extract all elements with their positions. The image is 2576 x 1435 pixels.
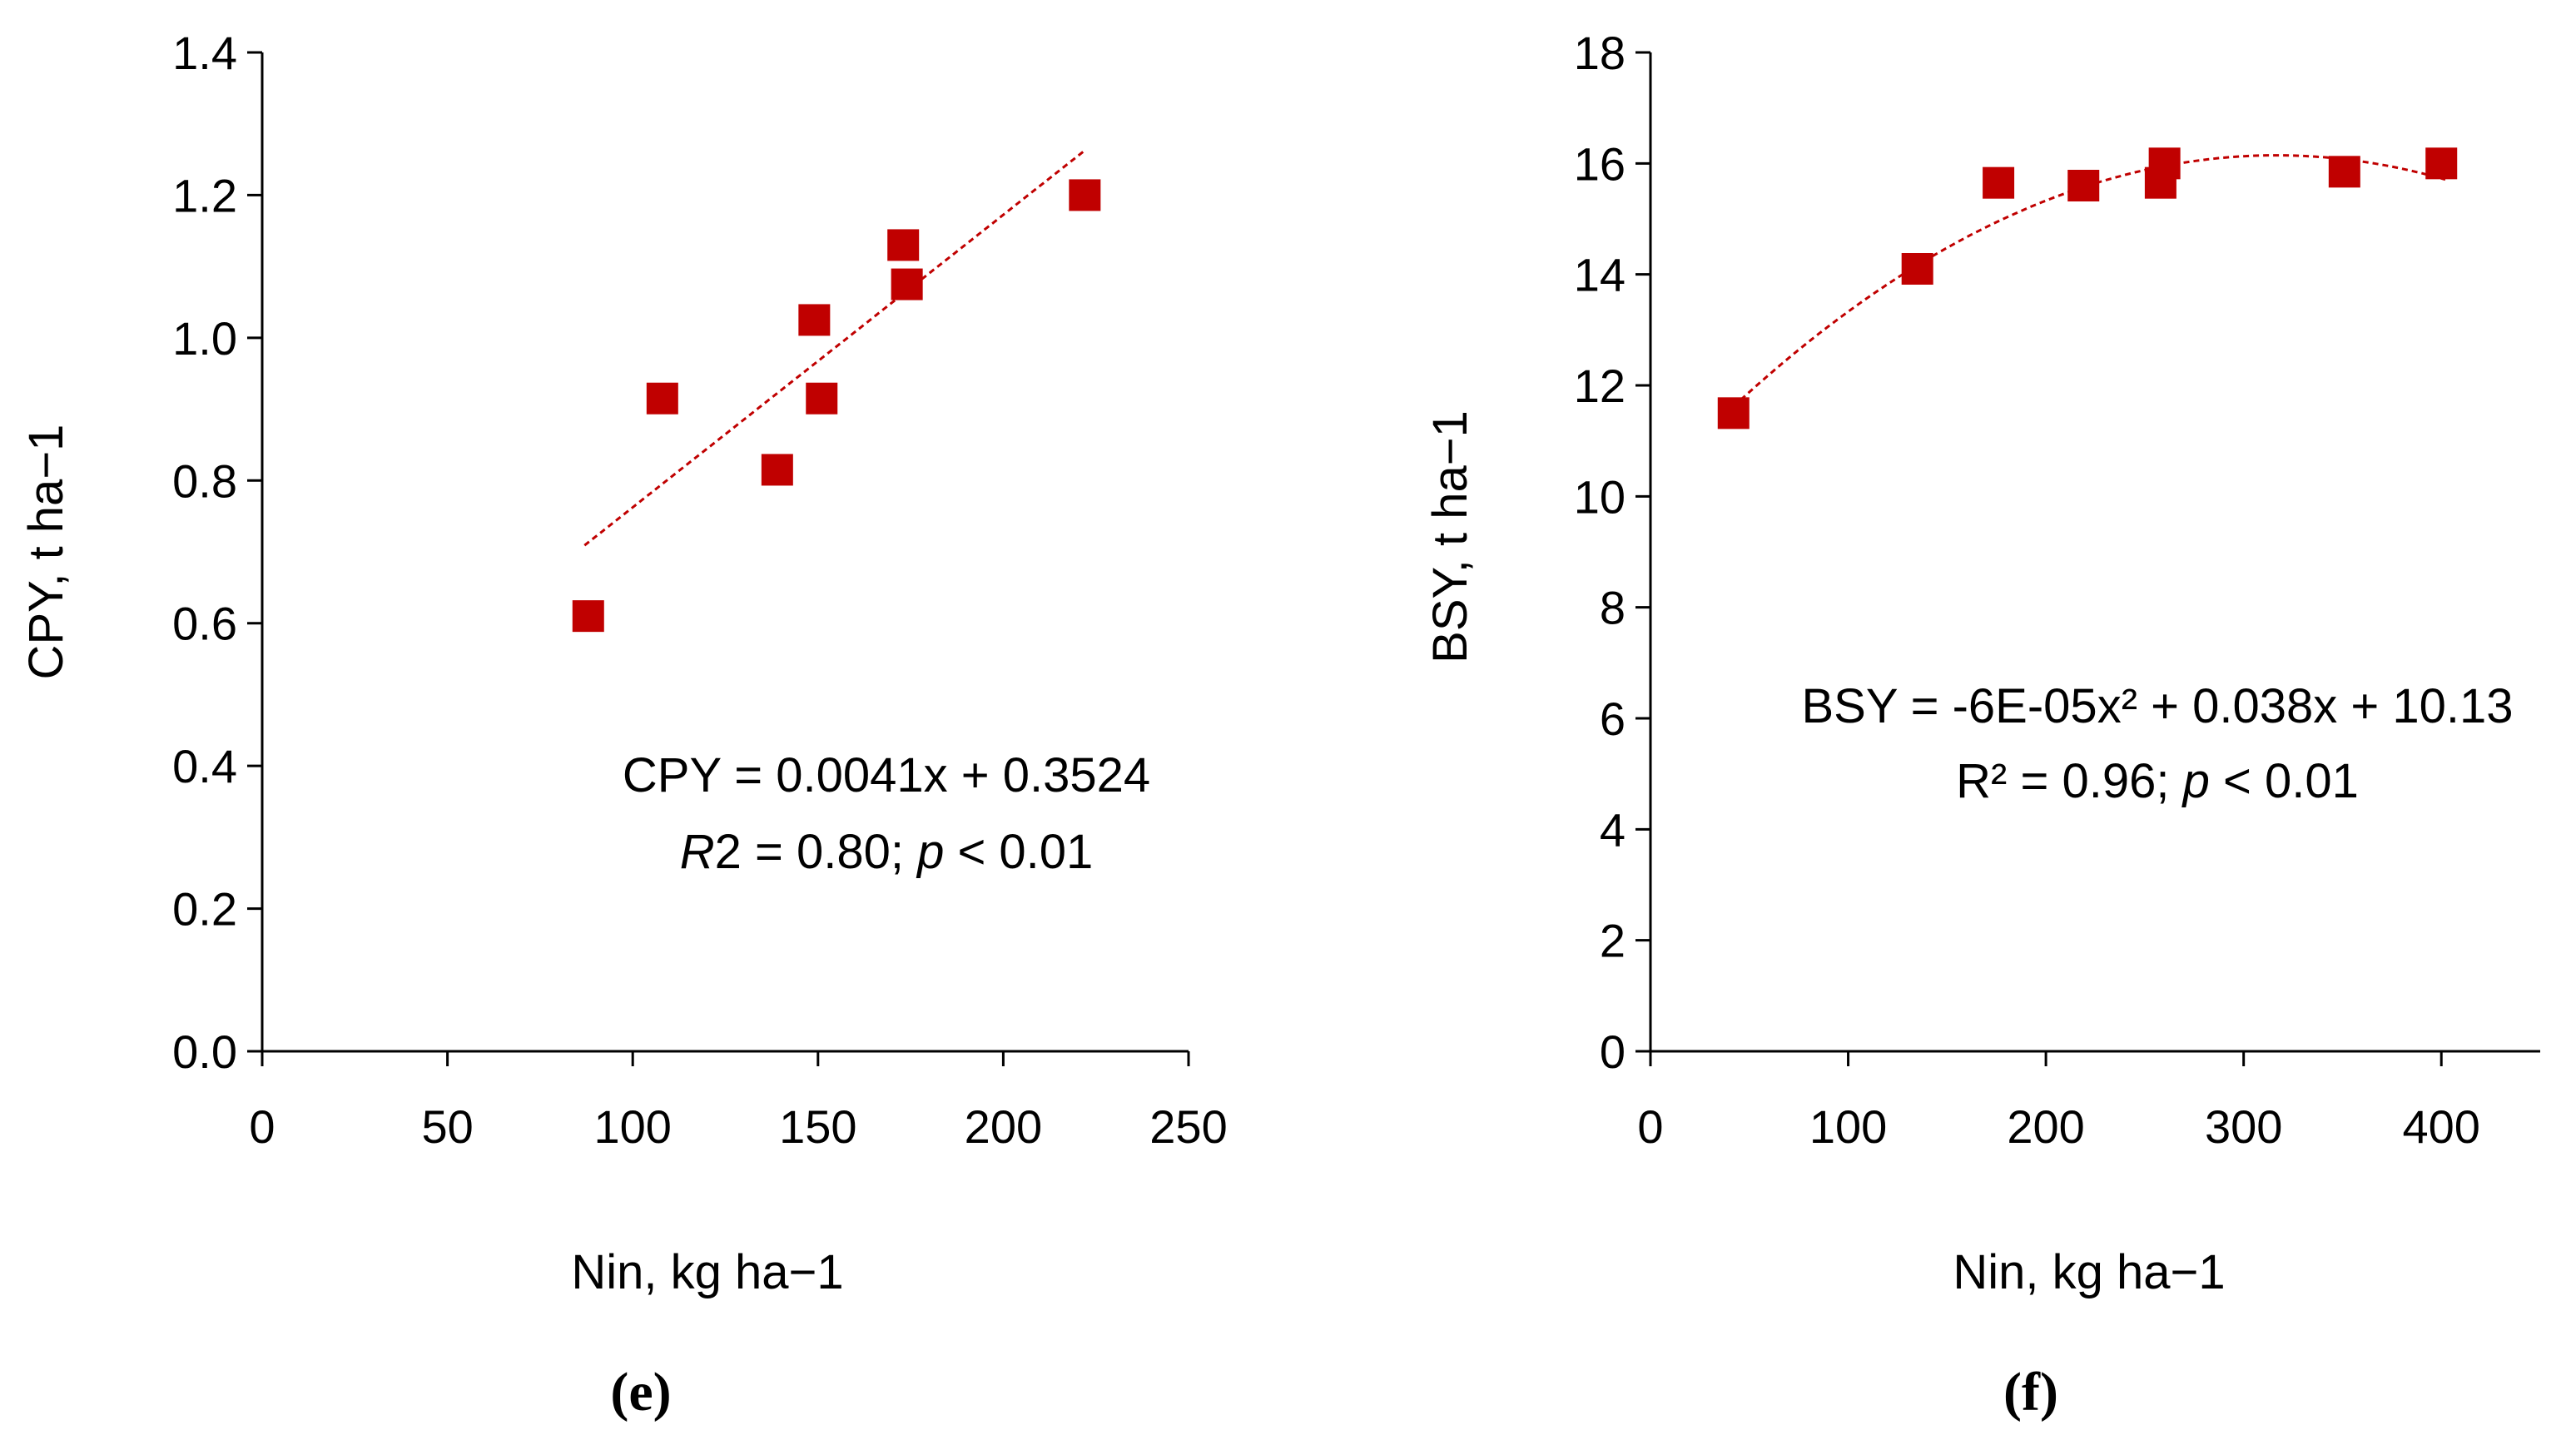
chart-e-point <box>891 268 923 300</box>
chart-e-ytick-label: 1.0 <box>172 312 237 365</box>
chart-f-markers <box>1717 147 2458 430</box>
chart-e-ytick-label: 1.2 <box>172 169 237 221</box>
chart-e-xtick-label: 200 <box>965 1100 1042 1153</box>
chart-e-point <box>761 454 793 486</box>
chart-e-xtick-label: 150 <box>779 1100 856 1153</box>
chart-e-point <box>798 304 831 336</box>
chart-f-point <box>2328 156 2360 188</box>
chart-e-xtick-label: 50 <box>421 1100 473 1153</box>
chart-e-point <box>572 600 604 633</box>
chart-f-panel-label: (f) <box>2003 1362 2058 1423</box>
chart-e-plot: 0.0 0.2 0.4 0.6 0.8 1.0 1.2 1.4 0 50 100 150 200 250 <box>172 27 1228 1153</box>
chart-f-ytick-label: 18 <box>1574 27 1626 79</box>
chart-e-point <box>1069 179 1101 211</box>
chart-e-ytick-label: 0.2 <box>172 883 237 936</box>
chart-e-trendline <box>583 149 1086 547</box>
chart-e-ticks <box>247 51 1190 1066</box>
chart-f-ticks <box>1635 51 2443 1066</box>
chart-e-point <box>646 382 678 415</box>
chart-e-xtick-label: 100 <box>593 1100 671 1153</box>
chart-f-ytick-label: 4 <box>1600 803 1626 856</box>
chart-e-r2-value: = 0.80; <box>742 825 917 879</box>
chart-e-point <box>887 229 920 261</box>
chart-f-xtick-label: 200 <box>2007 1100 2084 1153</box>
chart-f-ytick-label: 10 <box>1574 470 1626 523</box>
chart-f-p-value: < 0.01 <box>2210 754 2359 808</box>
chart-f: 0 2 4 6 8 10 12 14 16 18 0 100 200 300 400 BSY, t ha−1… <box>1423 27 2540 1423</box>
chart-f-point <box>1983 166 2015 199</box>
chart-e-p-symbol: p <box>916 825 944 879</box>
chart-f-xtick-label: 0 <box>1637 1100 1663 1153</box>
chart-e-r2-symbol: R <box>680 825 715 879</box>
chart-f-ytick-label: 8 <box>1600 582 1626 634</box>
chart-e-panel-label: (e) <box>610 1362 671 1423</box>
chart-f-xlabel: Nin, kg ha−1 <box>1953 1245 2225 1299</box>
chart-f-ytick-label: 0 <box>1600 1025 1626 1078</box>
chart-e-xlabel: Nin, kg ha−1 <box>571 1245 843 1299</box>
chart-f-xtick-label: 300 <box>2205 1100 2282 1153</box>
chart-e-ytick-label: 0.8 <box>172 454 237 507</box>
chart-f-xtick-label: 100 <box>1809 1100 1887 1153</box>
chart-e-ytick-label: 0.6 <box>172 598 237 650</box>
chart-f-point <box>1901 253 1933 285</box>
chart-f-ytick-label: 14 <box>1574 249 1626 301</box>
chart-f-r2-symbol: R² <box>1956 754 2007 808</box>
chart-e: 0.00.20.40.60.81.01.21.40 50 100 150 200 250 … <box>19 27 1228 1423</box>
chart-e-r2-sup: 2 <box>715 825 742 879</box>
chart-e-equation: CPY = 0.0041x + 0.3524 <box>623 748 1150 802</box>
chart-e-ytick-label: 0.0 <box>172 1025 237 1078</box>
chart-f-ytick-label: 12 <box>1574 360 1626 412</box>
chart-f-equation: BSY = -6E-05x² + 0.038x + 10.13 <box>1802 679 2514 733</box>
chart-f-ytick-label: 6 <box>1600 693 1626 745</box>
chart-f-r2-line: R² = 0.96; p < 0.01 <box>1956 754 2359 808</box>
chart-f-ytick-label: 16 <box>1574 137 1626 190</box>
chart-e-xtick-label: 250 <box>1149 1100 1227 1153</box>
chart-f-ylabel: BSY, t ha−1 <box>1423 410 1477 663</box>
chart-e-tick-labels: 0.0 0.2 0.4 0.6 0.8 1.0 1.2 1.4 0 50 100 150 200 250 <box>172 27 1228 1153</box>
chart-f-r2-value: = 0.96; <box>2007 754 2182 808</box>
chart-f-xtick-label: 400 <box>2403 1100 2480 1153</box>
chart-e-ytick-label: 1.4 <box>172 27 237 79</box>
chart-e-ytick-label: 0.4 <box>172 740 237 792</box>
chart-f-point <box>2148 147 2181 180</box>
chart-f-plot: 0 2 4 6 8 10 12 14 16 18 0 100 200 300 400 <box>1574 27 2540 1153</box>
chart-f-point <box>1717 397 1750 430</box>
chart-e-point <box>806 382 838 415</box>
chart-e-p-value: < 0.01 <box>944 825 1093 879</box>
chart-e-r2-line: R2 = 0.80; p < 0.01 <box>680 825 1094 879</box>
chart-f-ytick-label: 2 <box>1600 915 1626 967</box>
chart-f-tick-labels: 0 2 4 6 8 10 12 14 16 18 0 100 200 300 400 <box>1574 27 2480 1153</box>
chart-f-p-symbol: p <box>2181 754 2210 808</box>
chart-e-markers <box>572 179 1101 633</box>
chart-f-point <box>2425 147 2458 180</box>
chart-f-point <box>2067 170 2100 201</box>
chart-e-ylabel: CPY, t ha−1 <box>19 425 73 680</box>
chart-e-xtick-label: 0 <box>249 1100 275 1153</box>
